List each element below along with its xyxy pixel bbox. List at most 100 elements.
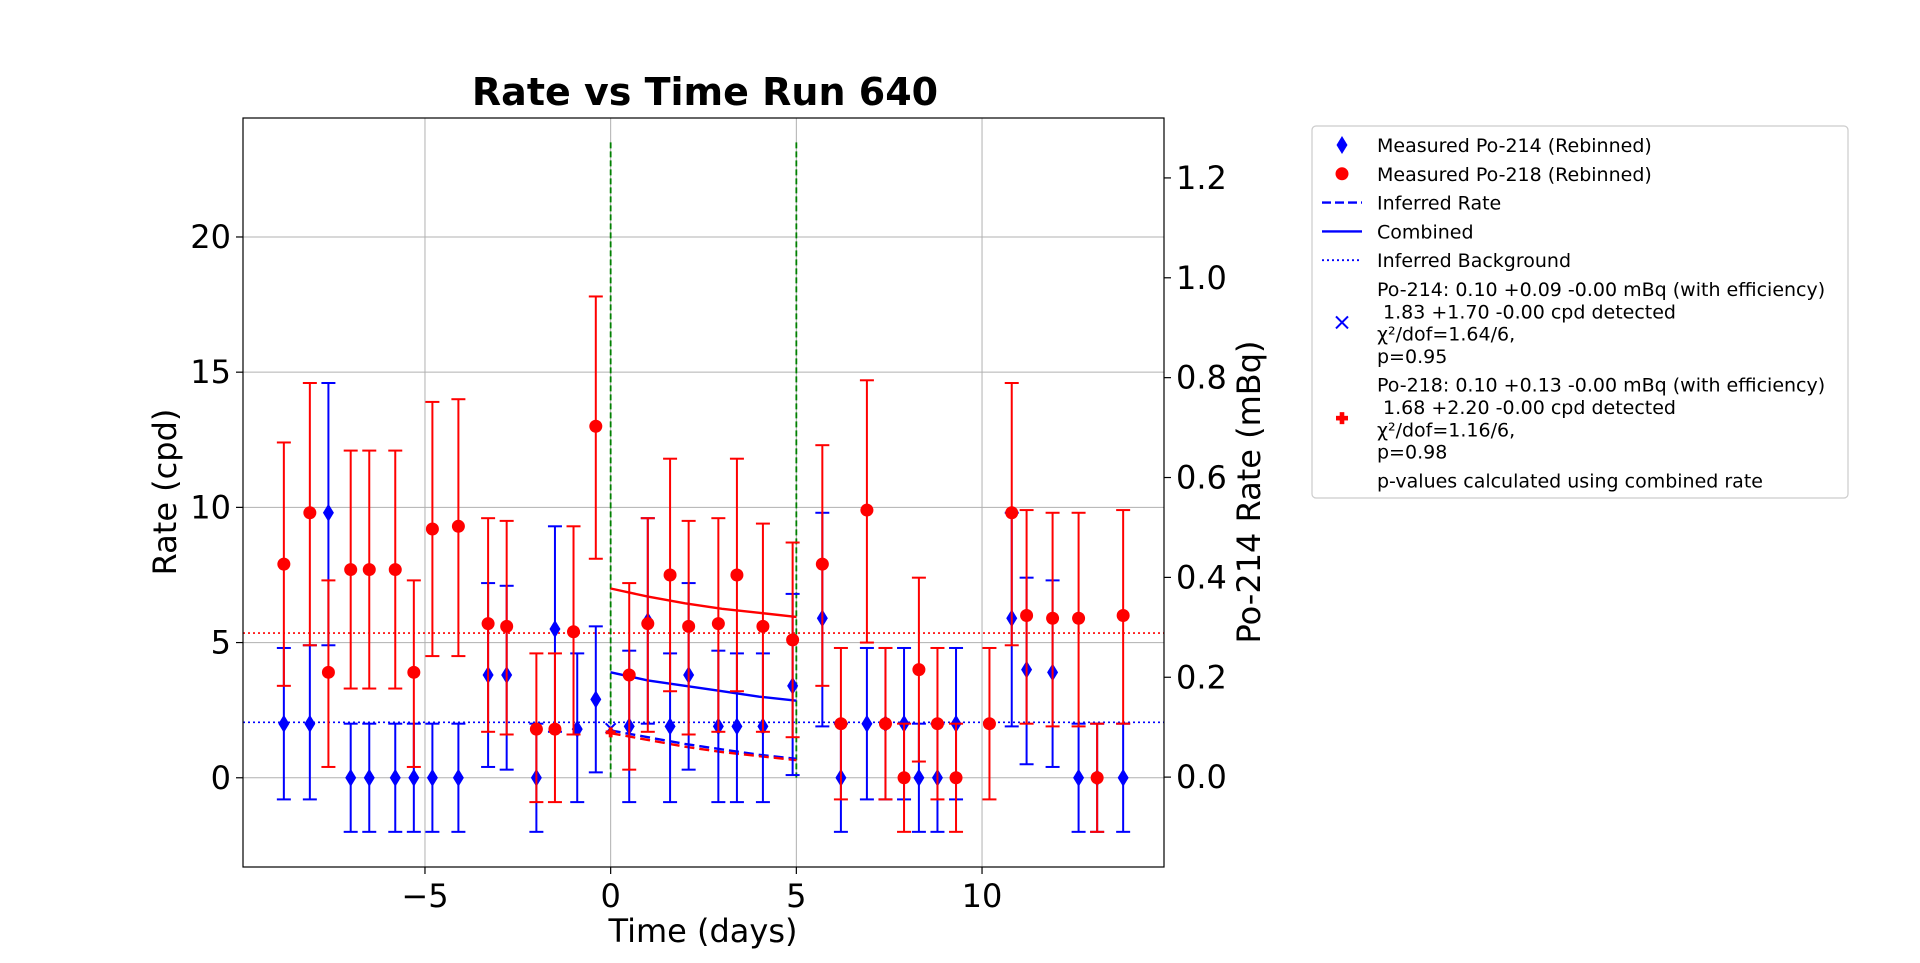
x-tick-label: −5 — [401, 877, 448, 915]
data-points — [276, 295, 1131, 833]
po218-data-point — [1072, 611, 1086, 625]
po218-data-point — [1005, 506, 1019, 520]
y-axis-ticks: 0 5 10 15 20 — [190, 218, 243, 797]
legend-entry-text: Po-218: 0.10 +0.13 -0.00 mBq (with effic… — [1377, 375, 1825, 397]
po218-data-point — [949, 771, 963, 785]
po214-data-point — [426, 768, 438, 787]
po214-data-point — [363, 768, 375, 787]
po214-data-point — [345, 768, 357, 787]
fit-result-plus-marker — [605, 727, 616, 738]
combined-fit-curve — [610, 671, 797, 702]
po214-data-point — [664, 717, 676, 736]
inferred-rate-curve — [610, 729, 797, 761]
legend-entry-text: χ²/dof=1.64/6, — [1377, 324, 1515, 346]
po218-data-point — [1020, 609, 1034, 623]
po218-data-point — [277, 557, 291, 571]
po218-data-point — [407, 665, 421, 679]
inferred-rate-curve — [610, 731, 797, 762]
po214-data-point — [389, 768, 401, 787]
po218-data-point — [321, 665, 335, 679]
po214-data-point — [549, 620, 561, 639]
y-tick-label: 20 — [190, 218, 231, 256]
y2-axis-ticks: 0.0 0.2 0.4 0.6 0.8 1.0 1.2 — [1164, 159, 1227, 796]
po218-data-point — [589, 419, 603, 433]
background-lines — [243, 632, 1164, 724]
plot-frame — [242, 117, 1165, 868]
po218-data-point — [303, 506, 317, 520]
po218-data-point — [500, 619, 514, 633]
po218-data-point — [730, 568, 744, 582]
y-tick-label: 5 — [211, 624, 231, 662]
po218-data-point — [860, 503, 874, 517]
legend-entry-text: Po-214: 0.10 +0.09 -0.00 mBq (with effic… — [1377, 279, 1825, 301]
y-tick-label: 10 — [190, 488, 231, 526]
po218-data-point — [481, 617, 495, 631]
legend-x-icon — [1335, 315, 1349, 330]
po214-data-point — [278, 714, 290, 733]
po218-data-point — [786, 633, 800, 647]
legend-entry-text: Inferred Background — [1377, 250, 1571, 272]
po214-data-point — [731, 717, 743, 736]
po218-data-point — [548, 722, 562, 736]
po218-data-point — [930, 717, 944, 731]
po218-data-point — [344, 563, 358, 577]
plus-marker-bar — [1339, 412, 1345, 425]
x-tick-label: 5 — [786, 877, 806, 915]
y2-tick-label: 0.8 — [1176, 359, 1227, 397]
y2-tick-label: 1.2 — [1176, 159, 1227, 197]
legend: Measured Po-214 (Rebinned) Measured Po-21… — [1311, 125, 1849, 499]
po214-data-point — [913, 768, 925, 787]
legend-entry-text: 1.83 +1.70 -0.00 cpd detected — [1377, 301, 1676, 323]
x-tick-label: 10 — [962, 877, 1003, 915]
po218-data-point — [711, 617, 725, 631]
legend-entry-text: Measured Po-214 (Rebinned) — [1377, 135, 1652, 157]
y2-tick-label: 0.2 — [1176, 658, 1227, 696]
po218-data-point — [682, 619, 696, 633]
po218-data-point — [1116, 609, 1130, 623]
po214-data-point — [861, 714, 873, 733]
legend-entry-text: Inferred Rate — [1377, 193, 1501, 215]
legend-entry-text: p-values calculated using combined rate — [1377, 470, 1763, 492]
po218-data-point — [425, 522, 439, 536]
legend-entry-text: Combined — [1377, 221, 1474, 243]
po214-data-point — [408, 768, 420, 787]
legend-entry-text: 1.68 +2.20 -0.00 cpd detected — [1377, 397, 1676, 419]
po218-data-point — [815, 557, 829, 571]
fit-curves — [610, 587, 797, 762]
po214-data-point — [322, 503, 334, 522]
po218-data-point — [641, 617, 655, 631]
po218-data-point — [982, 717, 996, 731]
plus-marker-bar — [608, 727, 613, 738]
legend-entry-text: p=0.95 — [1377, 346, 1447, 368]
x-tick-label: 0 — [600, 877, 620, 915]
legend-entry-text: p=0.98 — [1377, 442, 1447, 464]
po214-data-point — [1117, 768, 1129, 787]
po218-data-point — [362, 563, 376, 577]
po218-data-point — [878, 717, 892, 731]
combined-fit-curve — [610, 587, 797, 619]
po218-data-point — [834, 717, 848, 731]
legend-entry-text: χ²/dof=1.16/6, — [1377, 419, 1515, 441]
legend-circle-icon — [1335, 167, 1349, 181]
y2-axis-label: Po-214 Rate (mBq) — [1230, 340, 1268, 643]
y-axis-label: Rate (cpd) — [146, 409, 184, 576]
po218-data-point — [1090, 771, 1104, 785]
y2-tick-label: 1.0 — [1176, 259, 1227, 297]
legend-box — [1311, 125, 1849, 499]
po214-data-point — [590, 690, 602, 709]
legend-entry-text: Measured Po-218 (Rebinned) — [1377, 164, 1652, 186]
y2-tick-label: 0.6 — [1176, 459, 1227, 497]
legend-plus-icon — [1336, 412, 1348, 425]
po218-data-point — [663, 568, 677, 582]
x-axis-ticks: −5 0 5 10 — [401, 867, 1002, 915]
x-axis-label: Time (days) — [608, 912, 798, 950]
x-marker-stroke — [1335, 315, 1349, 330]
po218-data-point — [1046, 611, 1060, 625]
po218-data-point — [388, 563, 402, 577]
po218-data-point — [567, 625, 581, 639]
y-tick-label: 0 — [211, 759, 231, 797]
legend-diamond-icon — [1336, 136, 1348, 154]
po214-data-point — [452, 768, 464, 787]
y-tick-label: 15 — [190, 353, 231, 391]
